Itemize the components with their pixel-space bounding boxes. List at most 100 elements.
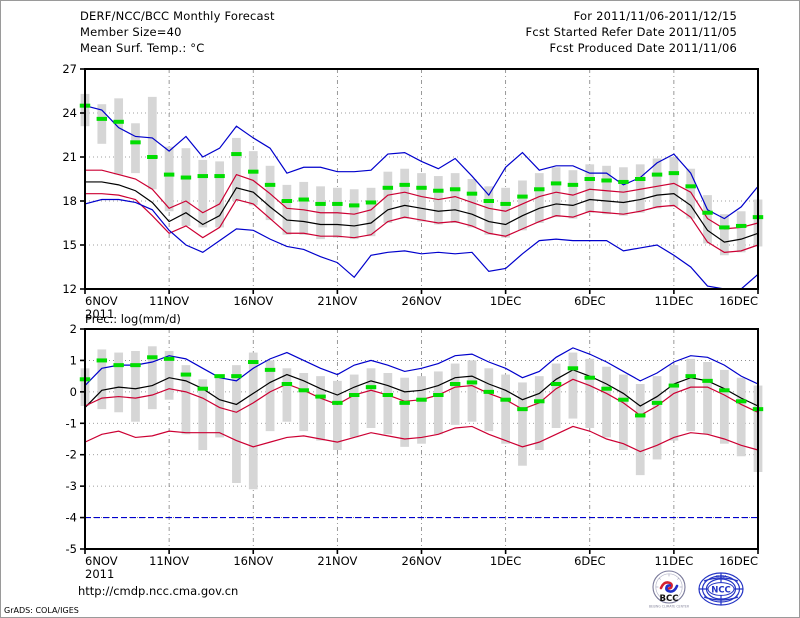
precipitation-spread-box bbox=[501, 374, 510, 444]
precipitation-median-bar bbox=[618, 397, 629, 402]
temperature-spread-box bbox=[147, 96, 157, 190]
precipitation-median-bar bbox=[719, 388, 730, 393]
forecast-range-label: For 2011/11/06-2011/12/15 bbox=[573, 9, 737, 23]
precipitation-spread-box bbox=[602, 366, 611, 438]
precipitation-spread-box bbox=[383, 373, 393, 435]
precipitation-spread-box bbox=[114, 352, 124, 413]
temperature-series-min bbox=[84, 198, 759, 290]
precipitation-median-bar bbox=[332, 400, 343, 405]
precipitation-spread-box bbox=[669, 365, 679, 441]
precipitation-series-lower_quartile bbox=[84, 425, 759, 453]
temperature-median-bar bbox=[735, 223, 747, 228]
precipitation-median-bar bbox=[584, 375, 595, 380]
precipitation-series-mean bbox=[84, 369, 759, 408]
temperature-median-bar bbox=[416, 185, 427, 190]
temperature-median-bar bbox=[584, 177, 595, 181]
precipitation-spread-box bbox=[433, 371, 443, 435]
precipitation-spread-box bbox=[333, 380, 342, 450]
precipitation-median-bar bbox=[180, 372, 192, 377]
temperature-spread-box bbox=[568, 170, 578, 219]
precipitation-median-bar bbox=[416, 397, 427, 402]
precipitation-median-bar bbox=[113, 363, 124, 368]
precipitation-ytick-label: 0 bbox=[70, 385, 77, 399]
precipitation-median-bar bbox=[433, 393, 444, 397]
precipitation-median-bar bbox=[601, 386, 612, 391]
precipitation-median-bar bbox=[264, 367, 276, 372]
temperature-median-bar bbox=[315, 201, 326, 206]
temperature-median-bar bbox=[214, 174, 225, 179]
temperature-spread-box bbox=[736, 211, 746, 253]
temperature-spread-box bbox=[703, 195, 712, 244]
temperature-median-bar bbox=[702, 210, 713, 215]
precipitation-median-bar bbox=[315, 394, 326, 399]
precipitation-median-bar bbox=[500, 397, 511, 402]
temperature-median-bar bbox=[449, 187, 461, 192]
precipitation-xtick-label: 11DEC bbox=[655, 554, 694, 568]
precipitation-median-bar bbox=[567, 366, 579, 371]
temperature-series-upper_quartile bbox=[85, 169, 759, 230]
temperature-spread-box bbox=[433, 176, 443, 225]
precipitation-xtick-label: 16DEC bbox=[719, 554, 758, 568]
temperature-median-bar bbox=[180, 175, 192, 180]
temperature-spread-box bbox=[181, 148, 191, 226]
temperature-median-bar bbox=[635, 177, 646, 181]
temperature-median-bar bbox=[147, 155, 158, 159]
precipitation-median-bar bbox=[449, 382, 461, 386]
precipitation-spread-box bbox=[719, 369, 729, 444]
temperature-xtick-label: 11NOV bbox=[149, 294, 189, 308]
precipitation-spread-box bbox=[450, 363, 460, 425]
precipitation-xtick-label: 26NOV bbox=[402, 554, 442, 568]
ncc-logo-icon: NCC CHINA bbox=[698, 572, 744, 606]
precipitation-xtick-label: 11NOV bbox=[149, 554, 189, 568]
precipitation-ytick-label: -4 bbox=[66, 511, 77, 525]
temperature-spread-box bbox=[467, 179, 477, 228]
temperature-median-bar bbox=[382, 185, 394, 190]
temperature-median-bar bbox=[399, 182, 410, 187]
website-url[interactable]: http://cmdp.ncc.cma.gov.cn bbox=[78, 584, 239, 598]
precipitation-spread-box bbox=[215, 376, 224, 438]
temperature-spread-box bbox=[619, 167, 628, 216]
temperature-median-bar bbox=[466, 191, 478, 196]
forecast-started-label: Fcst Started Refer Date 2011/11/05 bbox=[525, 25, 737, 39]
precipitation-median-bar bbox=[483, 389, 495, 394]
precipitation-spread-box bbox=[652, 376, 662, 460]
temperature-spread-box bbox=[484, 186, 494, 235]
temperature-panel: 12 15 18 21 24 27 6NOV 11NOV 16NOV 21NOV 26NOV 1DEC… bbox=[62, 62, 764, 321]
temperature-median-bar bbox=[618, 179, 629, 184]
precipitation-spread-box bbox=[131, 351, 140, 422]
temperature-ytick-label: 18 bbox=[62, 194, 77, 208]
precipitation-spread-box bbox=[534, 376, 544, 450]
precipitation-spread-box bbox=[198, 379, 208, 450]
precipitation-spread-box bbox=[265, 360, 275, 432]
precipitation-spread-box bbox=[232, 365, 241, 483]
precipitation-median-bar bbox=[702, 378, 713, 383]
temperature-ytick-label: 15 bbox=[62, 238, 77, 252]
temperature-ytick-label: 27 bbox=[62, 62, 77, 76]
precipitation-spread-box bbox=[316, 376, 325, 441]
precipitation-series-max bbox=[84, 347, 759, 386]
precipitation-spread-box bbox=[164, 351, 174, 400]
temperature-median-bar bbox=[96, 116, 108, 121]
temperature-median-bar bbox=[365, 200, 377, 205]
temperature-series-mean bbox=[85, 181, 759, 243]
precipitation-spread-box bbox=[467, 360, 477, 422]
precipitation-median-bar bbox=[281, 382, 293, 386]
temperature-median-bar bbox=[567, 182, 579, 187]
temperature-spread-box bbox=[686, 168, 696, 219]
precipitation-spread-box bbox=[551, 363, 561, 428]
precipitation-spread-box bbox=[484, 368, 494, 432]
precipitation-spread-box bbox=[181, 365, 191, 435]
temperature-median-bar bbox=[231, 152, 242, 157]
precipitation-median-bar bbox=[382, 393, 394, 397]
precipitation-median-bar bbox=[130, 363, 141, 368]
precipitation-ytick-label: -5 bbox=[66, 542, 77, 556]
temperature-spread-box bbox=[585, 164, 595, 213]
precipitation-median-bar bbox=[466, 380, 478, 385]
precipitation-xtick-label: 6DEC bbox=[574, 554, 605, 568]
temperature-median-bar bbox=[719, 225, 730, 230]
precipitation-xtick-label: 21NOV bbox=[317, 554, 357, 568]
precipitation-spread-box bbox=[299, 373, 309, 432]
temperature-spread-box bbox=[400, 168, 410, 219]
